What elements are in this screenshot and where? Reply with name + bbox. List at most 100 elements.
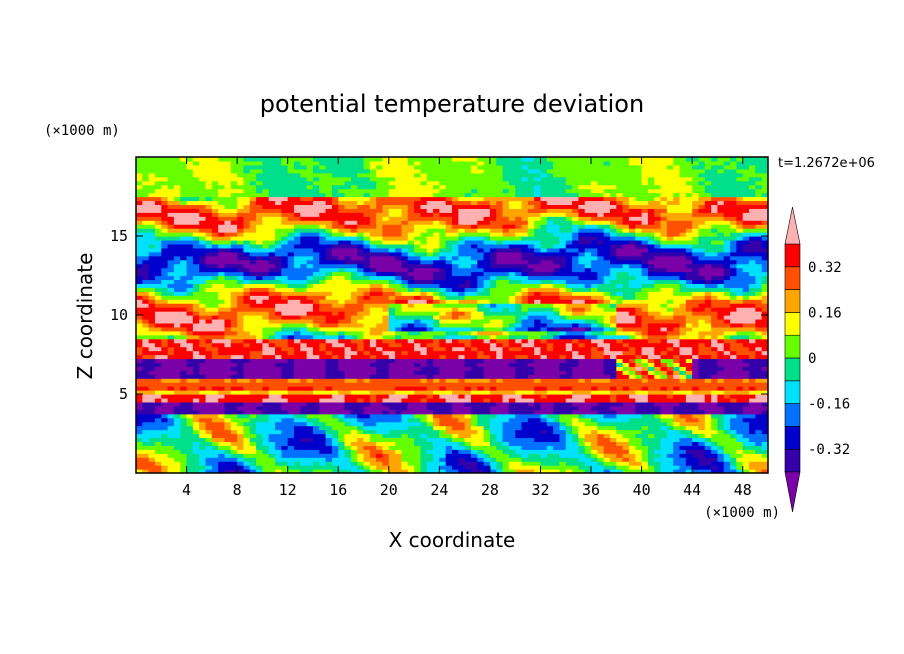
field-cell bbox=[717, 299, 725, 304]
field-cell bbox=[654, 299, 662, 304]
field-cell bbox=[546, 295, 554, 300]
field-cell bbox=[369, 394, 377, 399]
field-cell bbox=[622, 334, 630, 340]
field-cell bbox=[521, 453, 529, 458]
field-cell bbox=[211, 445, 219, 450]
field-cell bbox=[515, 382, 523, 387]
field-cell bbox=[426, 350, 434, 356]
field-cell bbox=[192, 338, 200, 344]
field-cell bbox=[559, 429, 567, 435]
field-cell bbox=[173, 441, 181, 446]
field-cell bbox=[755, 453, 763, 458]
field-cell bbox=[363, 413, 371, 419]
field-cell bbox=[685, 315, 693, 320]
field-cell bbox=[294, 469, 301, 473]
field-cell bbox=[180, 413, 188, 419]
field-cell bbox=[742, 433, 750, 439]
field-cell bbox=[477, 350, 485, 356]
field-cell bbox=[420, 457, 428, 462]
field-cell bbox=[262, 362, 270, 367]
field-cell bbox=[224, 299, 232, 304]
field-cell bbox=[559, 425, 567, 431]
field-cell bbox=[363, 366, 371, 371]
field-cell bbox=[521, 394, 529, 399]
contour-field bbox=[136, 157, 768, 473]
field-cell bbox=[641, 441, 649, 446]
field-cell bbox=[591, 275, 598, 281]
field-cell bbox=[717, 433, 725, 439]
field-cell bbox=[635, 437, 643, 442]
field-cell bbox=[331, 283, 339, 288]
field-cell bbox=[496, 374, 504, 379]
field-cell bbox=[660, 366, 668, 371]
field-cell bbox=[578, 287, 586, 292]
field-cell bbox=[237, 461, 245, 466]
field-cell bbox=[685, 382, 693, 387]
field-cell bbox=[331, 409, 339, 415]
field-cell bbox=[420, 366, 428, 371]
field-cell bbox=[350, 358, 358, 363]
field-cell bbox=[742, 374, 750, 379]
field-cell bbox=[565, 417, 573, 423]
field-cell bbox=[136, 429, 143, 435]
field-cell bbox=[420, 405, 428, 411]
field-cell bbox=[559, 413, 567, 419]
field-cell bbox=[186, 275, 194, 281]
field-cell bbox=[723, 413, 731, 419]
field-cell bbox=[540, 413, 548, 419]
field-cell bbox=[186, 307, 194, 312]
field-cell bbox=[211, 338, 219, 344]
field-cell bbox=[616, 283, 624, 288]
field-cell bbox=[439, 342, 447, 348]
field-cell bbox=[508, 386, 516, 391]
field-cell bbox=[173, 374, 181, 379]
field-cell bbox=[256, 307, 263, 312]
field-cell bbox=[249, 469, 257, 473]
field-cell bbox=[167, 338, 175, 344]
field-cell bbox=[224, 354, 232, 360]
field-cell bbox=[723, 299, 731, 304]
field-cell bbox=[470, 453, 478, 458]
field-cell bbox=[660, 390, 668, 395]
field-cell bbox=[192, 421, 200, 427]
field-cell bbox=[192, 429, 200, 435]
field-cell bbox=[654, 421, 662, 427]
field-cell bbox=[243, 346, 251, 352]
field-cell bbox=[603, 299, 611, 304]
field-cell bbox=[483, 283, 491, 288]
field-cell bbox=[628, 362, 636, 367]
field-cell bbox=[755, 362, 763, 367]
field-cell bbox=[584, 405, 592, 411]
field-cell bbox=[173, 413, 181, 419]
field-cell bbox=[572, 291, 579, 296]
field-cell bbox=[711, 366, 719, 371]
field-cell bbox=[237, 303, 245, 308]
field-cell bbox=[483, 318, 491, 324]
field-cell bbox=[730, 338, 737, 344]
field-cell bbox=[401, 362, 409, 367]
field-cell bbox=[224, 342, 232, 348]
field-cell bbox=[572, 441, 579, 446]
field-cell bbox=[173, 390, 181, 395]
field-cell bbox=[679, 465, 687, 470]
field-cell bbox=[407, 334, 415, 340]
field-cell bbox=[673, 287, 681, 292]
field-cell bbox=[666, 421, 674, 427]
field-cell bbox=[647, 417, 655, 423]
field-cell bbox=[300, 449, 308, 454]
field-cell bbox=[344, 453, 352, 458]
field-cell bbox=[414, 413, 421, 419]
field-cell bbox=[414, 382, 421, 387]
field-cell bbox=[331, 291, 339, 296]
field-cell bbox=[610, 445, 617, 450]
field-cell bbox=[496, 409, 504, 415]
field-cell bbox=[395, 315, 403, 320]
field-cell bbox=[647, 283, 655, 288]
field-cell bbox=[654, 295, 662, 300]
field-cell bbox=[692, 346, 700, 352]
field-cell bbox=[388, 445, 396, 450]
field-cell bbox=[546, 437, 554, 442]
field-cell bbox=[256, 303, 263, 308]
field-cell bbox=[312, 315, 320, 320]
field-cell bbox=[496, 322, 504, 328]
